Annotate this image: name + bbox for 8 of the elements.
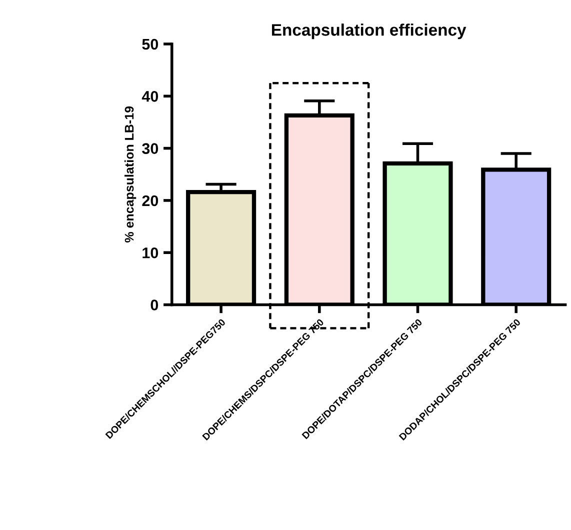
chart-title: Encapsulation efficiency [272,24,466,40]
y-tick-label: 30 [142,143,158,154]
y-axis-title: % encapsulation LB-19 [124,106,136,242]
y-tick-label: 20 [142,195,158,206]
y-tick-label: 10 [142,247,158,258]
y-tick-label: 50 [142,38,158,50]
y-tick-label: 40 [142,91,158,102]
y-tick-label: 0 [150,300,158,310]
